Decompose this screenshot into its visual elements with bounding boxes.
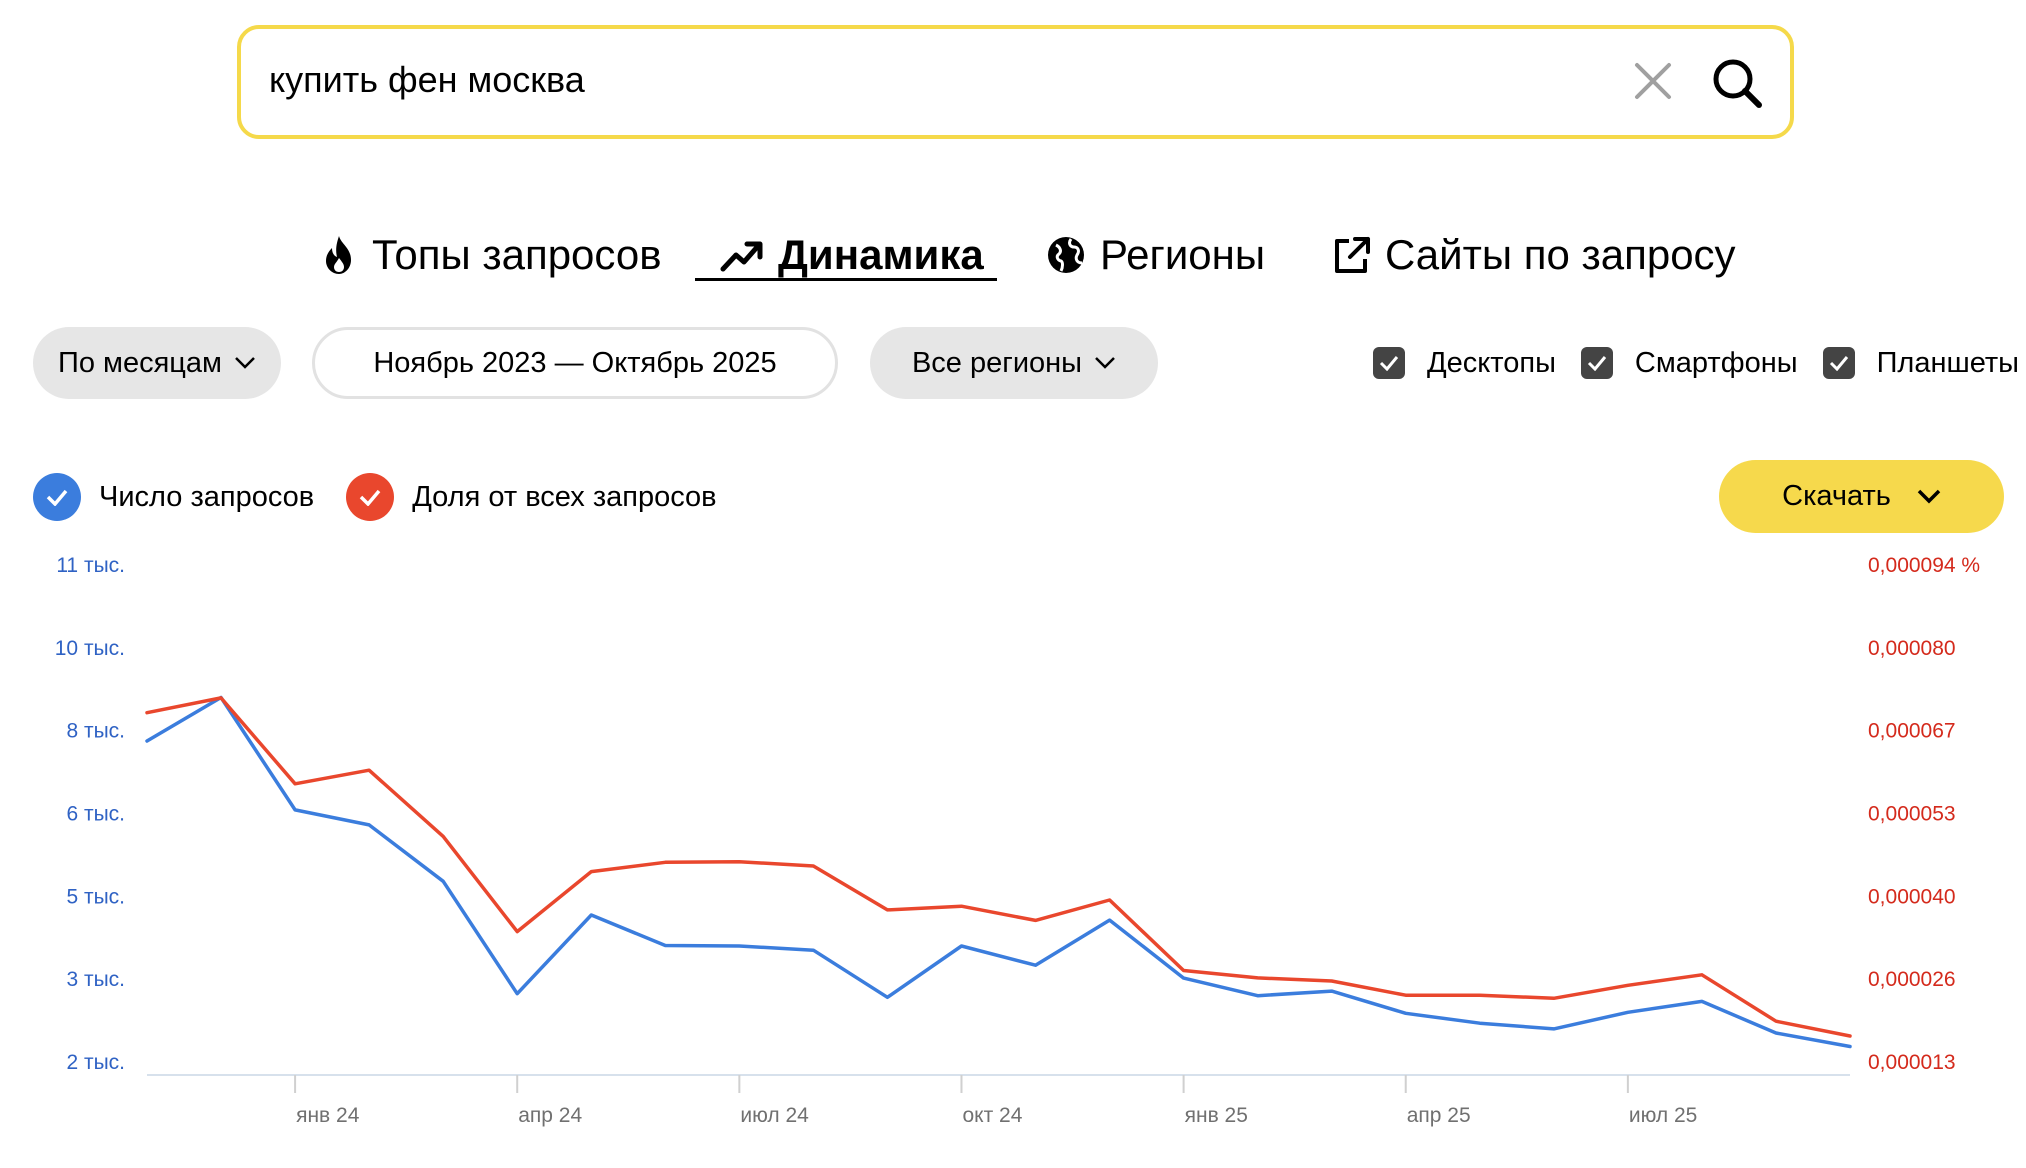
device-label: Планшеты <box>1876 346 2020 379</box>
y-left-tick-label: 6 тыс. <box>66 803 125 826</box>
tab-label: Регионы <box>1100 231 1266 278</box>
x-tick-label: окт 24 <box>962 1104 1022 1127</box>
checkbox-checked-icon[interactable] <box>1373 347 1405 379</box>
search-input[interactable]: купить фен москва <box>269 59 585 100</box>
tab-label: Динамика <box>778 231 984 278</box>
dynamics-chart: 2 тыс. 3 тыс. 5 тыс. 6 тыс. 8 тыс. 10 тыс. 11 … <box>55 554 1980 1127</box>
chevron-down-icon <box>1917 489 1941 504</box>
device-smartphone[interactable]: Смартфоны <box>1580 346 1798 380</box>
tab-bar: Топы запросов Динамика Регионы Сайты по … <box>0 220 2026 290</box>
x-tick-label: июл 24 <box>740 1104 809 1127</box>
y-left-tick-label: 11 тыс. <box>56 554 125 577</box>
period-select[interactable]: По месяцам <box>33 327 281 399</box>
check-icon[interactable] <box>33 473 81 521</box>
y-left-tick-label: 3 тыс. <box>66 968 125 991</box>
date-range-picker[interactable]: Ноябрь 2023 — Октябрь 2025 <box>312 327 838 399</box>
tab-dynamics[interactable]: Динамика <box>720 220 984 290</box>
period-label: По месяцам <box>58 346 222 379</box>
region-select[interactable]: Все регионы <box>870 327 1158 399</box>
clear-icon[interactable] <box>1631 59 1675 103</box>
tab-regions[interactable]: Регионы <box>1046 220 1265 290</box>
external-link-icon <box>1335 237 1370 273</box>
x-tick-label: апр 25 <box>1407 1104 1471 1127</box>
device-label: Десктопы <box>1427 346 1556 379</box>
search-bar[interactable]: купить фен москва <box>237 25 1794 139</box>
y-right-tick-label: 0,000094 % <box>1868 554 1980 577</box>
device-tablet[interactable]: Планшеты <box>1822 346 2020 380</box>
date-range-label: Ноябрь 2023 — Октябрь 2025 <box>373 346 777 379</box>
y-right-tick-label: 0,000013 <box>1868 1051 1956 1074</box>
checkbox-checked-icon[interactable] <box>1580 347 1613 379</box>
region-label: Все регионы <box>911 346 1083 379</box>
y-right-tick-label: 0,000053 <box>1868 803 1956 826</box>
legend-label: Доля от всех запросов <box>412 480 717 513</box>
checkbox-checked-icon[interactable] <box>1822 347 1855 379</box>
y-right-tick-label: 0,000067 <box>1868 720 1956 743</box>
series-line-queries <box>145 695 1852 1049</box>
x-tick-label: апр 24 <box>518 1104 582 1127</box>
x-tick-label: янв 25 <box>1185 1104 1248 1127</box>
legend-queries[interactable]: Число запросов <box>33 473 314 521</box>
y-right-tick-label: 0,000040 <box>1868 885 1956 908</box>
y-right-tick-label: 0,000026 <box>1868 968 1956 991</box>
tab-sites[interactable]: Сайты по запросу <box>1333 220 1736 290</box>
y-left-tick-label: 2 тыс. <box>66 1051 125 1074</box>
download-button[interactable]: Скачать <box>1719 460 2004 533</box>
chevron-down-icon <box>1095 357 1115 369</box>
fire-icon <box>326 236 351 274</box>
y-left-tick-label: 8 тыс. <box>66 720 125 743</box>
tab-label: Сайты по запросу <box>1385 231 1736 278</box>
trend-up-icon <box>720 241 763 272</box>
search-icon[interactable] <box>1709 55 1765 111</box>
y-left-tick-label: 10 тыс. <box>55 637 125 660</box>
device-label: Смартфоны <box>1634 346 1798 379</box>
download-label: Скачать <box>1782 480 1891 512</box>
chevron-down-icon <box>235 357 255 369</box>
tab-top-queries[interactable]: Топы запросов <box>320 220 662 290</box>
series-line-share <box>145 696 1852 1038</box>
chart-legend: Число запросов Доля от всех запросов <box>33 472 749 522</box>
x-tick-label: янв 24 <box>296 1104 360 1127</box>
legend-share[interactable]: Доля от всех запросов <box>346 473 717 521</box>
device-filters: Десктопы Смартфоны Планшеты <box>1373 327 2019 399</box>
active-tab-indicator <box>695 278 997 281</box>
check-icon[interactable] <box>346 473 395 521</box>
tab-label: Топы запросов <box>372 231 662 278</box>
x-tick-label: июл 25 <box>1629 1104 1697 1127</box>
globe-icon <box>1048 237 1084 273</box>
legend-label: Число запросов <box>99 480 315 513</box>
y-right-tick-label: 0,000080 <box>1868 637 1956 660</box>
device-desktop[interactable]: Десктопы <box>1373 347 1556 380</box>
y-left-tick-label: 5 тыс. <box>66 885 125 908</box>
